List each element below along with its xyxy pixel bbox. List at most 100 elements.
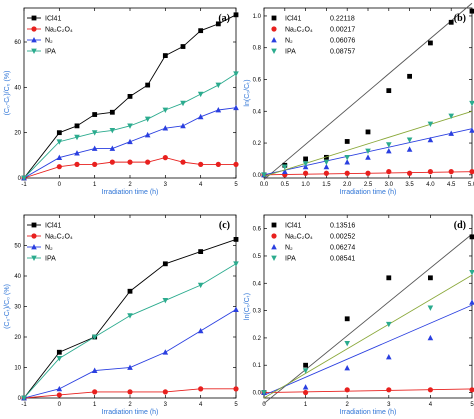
series-1 <box>21 155 239 181</box>
data-point <box>407 170 413 176</box>
y-tick-label: 20 <box>14 335 21 341</box>
data-point <box>162 261 168 267</box>
y-axis-label: ln(C₀/Cₜ) <box>244 79 251 106</box>
data-point <box>180 44 186 49</box>
data-point <box>56 392 62 398</box>
data-point <box>56 385 63 392</box>
series-1 <box>21 386 239 401</box>
data-point <box>303 362 308 368</box>
legend-entry: ICl41 <box>285 223 301 230</box>
data-point <box>344 340 350 347</box>
data-point <box>407 73 412 79</box>
series-line <box>23 263 237 399</box>
data-point <box>127 94 133 99</box>
data-point <box>469 234 474 240</box>
data-point <box>365 154 371 160</box>
x-axis-label: Irradiation time (h) <box>340 409 397 416</box>
data-point <box>198 28 204 34</box>
fit-line <box>263 233 473 404</box>
data-point <box>91 145 98 151</box>
panel-label: (d) <box>454 220 466 231</box>
data-point <box>469 127 474 133</box>
x-tick-label: 2 <box>346 402 350 408</box>
legend-marker <box>271 37 277 43</box>
data-point <box>233 261 239 267</box>
data-point <box>233 237 239 242</box>
data-point <box>386 387 392 393</box>
data-point <box>428 275 433 281</box>
data-point <box>302 384 309 390</box>
legend-marker <box>31 26 37 32</box>
data-point <box>344 159 350 165</box>
legend-rate: 0.06076 <box>330 38 355 45</box>
data-point <box>74 134 80 141</box>
legend-entry: N₂ <box>285 38 293 45</box>
data-point <box>344 154 350 161</box>
x-tick-label: 1.0 <box>301 182 310 188</box>
legend-marker <box>31 233 37 239</box>
data-point <box>127 364 133 370</box>
data-point <box>344 170 350 176</box>
data-point <box>469 100 474 107</box>
legend-entry: ICl41 <box>285 16 301 23</box>
panel-d: 0 1 2 3 4 5 0.0 0.1 0.2 0.3 0.4 0.5 0.6 Irradiation t… <box>244 214 474 416</box>
x-tick-label: 1.5 <box>322 182 331 188</box>
y-tick-label: 0.2 <box>253 141 262 147</box>
data-point <box>198 249 204 254</box>
data-point <box>180 122 186 129</box>
legend-entry: Na₂C₂O₄ <box>285 27 313 34</box>
y-tick-label: 0.8 <box>253 46 262 52</box>
x-tick-label: 3 <box>164 402 168 408</box>
data-point <box>233 12 239 18</box>
legend-marker <box>271 255 277 261</box>
x-tick-label: 0 <box>58 182 62 188</box>
data-point <box>91 130 98 136</box>
y-tick-label: 20 <box>14 131 21 137</box>
data-point <box>109 109 115 115</box>
data-point <box>233 386 239 392</box>
data-point <box>469 299 474 305</box>
data-point <box>428 40 433 46</box>
x-tick-label: 3 <box>387 402 391 408</box>
x-tick-label: -1 <box>21 182 27 188</box>
data-point <box>127 288 133 294</box>
y-tick-label: 1.0 <box>253 14 262 20</box>
series-1 <box>261 387 474 396</box>
y-axis-label: ln(C₀/Cₜ) <box>244 293 251 320</box>
data-point <box>56 154 63 160</box>
y-axis-label: (C₀-Cₜ)/C₀ (%) <box>4 71 11 116</box>
legend-entry: N₂ <box>45 38 53 45</box>
x-tick-label: 4 <box>199 402 203 408</box>
y-axis-label: (C₀-Cₜ)/C₀ (%) <box>4 284 11 329</box>
data-point <box>365 148 371 154</box>
data-point <box>197 327 204 334</box>
data-point <box>365 129 371 135</box>
data-point <box>448 169 454 175</box>
x-axis-label: Irradiation time (h) <box>102 189 159 196</box>
data-point <box>261 390 267 396</box>
y-tick-label: 0.4 <box>253 281 262 287</box>
data-point <box>427 305 434 311</box>
x-tick-label: 3.5 <box>405 182 414 188</box>
data-point <box>109 128 116 134</box>
x-tick-label: 4.0 <box>426 182 435 188</box>
data-point <box>144 131 151 138</box>
x-tick-label: 0 <box>58 402 62 408</box>
x-tick-label: 2.0 <box>343 182 352 188</box>
legend-marker <box>271 15 277 21</box>
data-point <box>198 161 204 167</box>
legend-entry: IPA <box>285 49 296 56</box>
data-point <box>162 298 169 304</box>
data-point <box>344 364 350 371</box>
data-point <box>74 161 80 167</box>
series-2 <box>21 306 239 401</box>
data-point <box>386 147 392 154</box>
x-tick-label: 3.0 <box>385 182 394 188</box>
series-2 <box>21 104 239 181</box>
x-tick-label: 1 <box>93 182 97 188</box>
series-3 <box>261 269 474 399</box>
x-tick-label: 1 <box>93 402 97 408</box>
plot-frame <box>23 7 237 179</box>
x-tick-label: 0.0 <box>260 182 269 188</box>
data-point <box>282 168 288 175</box>
